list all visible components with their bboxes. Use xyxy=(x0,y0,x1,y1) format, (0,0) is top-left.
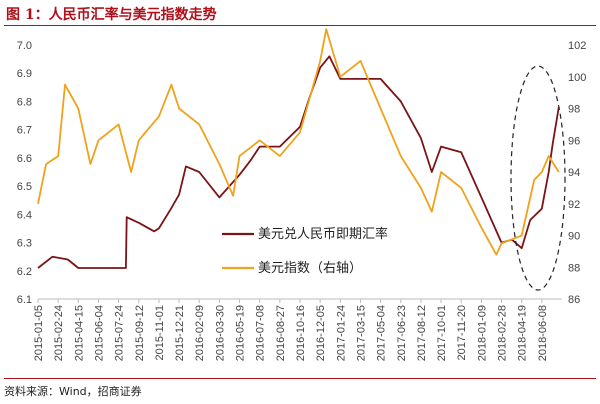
x-tick-label: 2016-10-16 xyxy=(295,305,307,361)
x-tick-label: 2016-05-19 xyxy=(235,305,247,361)
y-left-tick-label: 6.3 xyxy=(17,238,32,250)
x-tick-label: 2017-11-20 xyxy=(456,305,468,360)
y-right-tick-label: 90 xyxy=(568,231,580,243)
y-right-tick-label: 94 xyxy=(568,167,580,179)
chart-title: 图 1：人民币汇率与美元指数走势 xyxy=(6,7,217,23)
x-tick-label: 2017-10-01 xyxy=(436,305,448,361)
x-tick-label: 2017-01-24 xyxy=(335,305,347,361)
x-tick-label: 2015-01-05 xyxy=(33,305,45,361)
x-tick-label: 2017-05-04 xyxy=(376,305,388,361)
series-dxy-line xyxy=(37,28,560,256)
y-right-tick-label: 88 xyxy=(568,262,580,274)
legend-label-usdcny: 美元兑人民币即期汇率 xyxy=(258,226,388,242)
title-rule xyxy=(4,25,596,26)
y-left-tick-label: 6.5 xyxy=(17,181,32,193)
x-tick-label: 2015-04-15 xyxy=(73,305,85,361)
y-right-tick-label: 86 xyxy=(568,294,580,306)
y-left-tick-label: 6.9 xyxy=(17,68,32,80)
y-right-tick-label: 96 xyxy=(568,135,580,147)
series-layer xyxy=(37,28,560,269)
y-left-tick-label: 6.2 xyxy=(17,266,32,278)
source-note: 资料来源：Wind，招商证券 xyxy=(4,385,142,398)
x-tick-label: 2016-12-05 xyxy=(315,305,327,361)
x-tick-label: 2015-12-21 xyxy=(174,305,186,361)
x-tick-label: 2015-06-04 xyxy=(93,305,105,361)
y-left-tick-label: 6.8 xyxy=(17,96,32,108)
y-right-tick-label: 100 xyxy=(568,72,586,84)
highlight-ellipse xyxy=(510,65,566,291)
y-left-tick-label: 7.0 xyxy=(17,40,32,52)
y-right-tick-label: 102 xyxy=(568,40,586,52)
x-tick-label: 2018-06-08 xyxy=(537,305,549,361)
y-left-tick-label: 6.6 xyxy=(17,153,32,165)
y-left-tick-label: 6.1 xyxy=(17,294,32,306)
x-tick-label: 2018-02-28 xyxy=(497,305,509,361)
y-left-tick-label: 6.7 xyxy=(17,125,32,137)
x-tick-label: 2016-08-27 xyxy=(275,305,287,361)
axes: 6.1 6.2 6.3 6.4 6.5 6.6 6.7 6.8 6.9 7.0 86 88 90 92 94… xyxy=(17,40,587,361)
x-tick-label: 2015-09-12 xyxy=(134,305,146,361)
footer-rule xyxy=(4,378,596,379)
x-tick-label: 2018-01-09 xyxy=(476,305,488,361)
x-tick-label: 2016-02-09 xyxy=(194,305,206,361)
x-tick-label: 2015-11-01 xyxy=(154,305,166,360)
y-right-tick-label: 98 xyxy=(568,104,580,116)
x-tick-label: 2017-06-23 xyxy=(396,305,408,361)
legend-label-dxy: 美元指数（右轴） xyxy=(258,261,362,276)
x-tick-label: 2017-03-15 xyxy=(355,305,367,361)
x-tick-label: 2018-04-19 xyxy=(517,305,529,361)
x-tick-label: 2017-08-12 xyxy=(416,305,428,361)
x-tick-label: 2016-07-08 xyxy=(255,305,267,361)
x-tick-label: 2016-03-30 xyxy=(214,305,226,361)
x-tick-label: 2015-07-24 xyxy=(114,305,126,361)
x-tick-label: 2015-02-24 xyxy=(53,305,65,361)
y-right-tick-label: 92 xyxy=(568,199,580,211)
y-left-tick-label: 6.4 xyxy=(17,209,32,221)
